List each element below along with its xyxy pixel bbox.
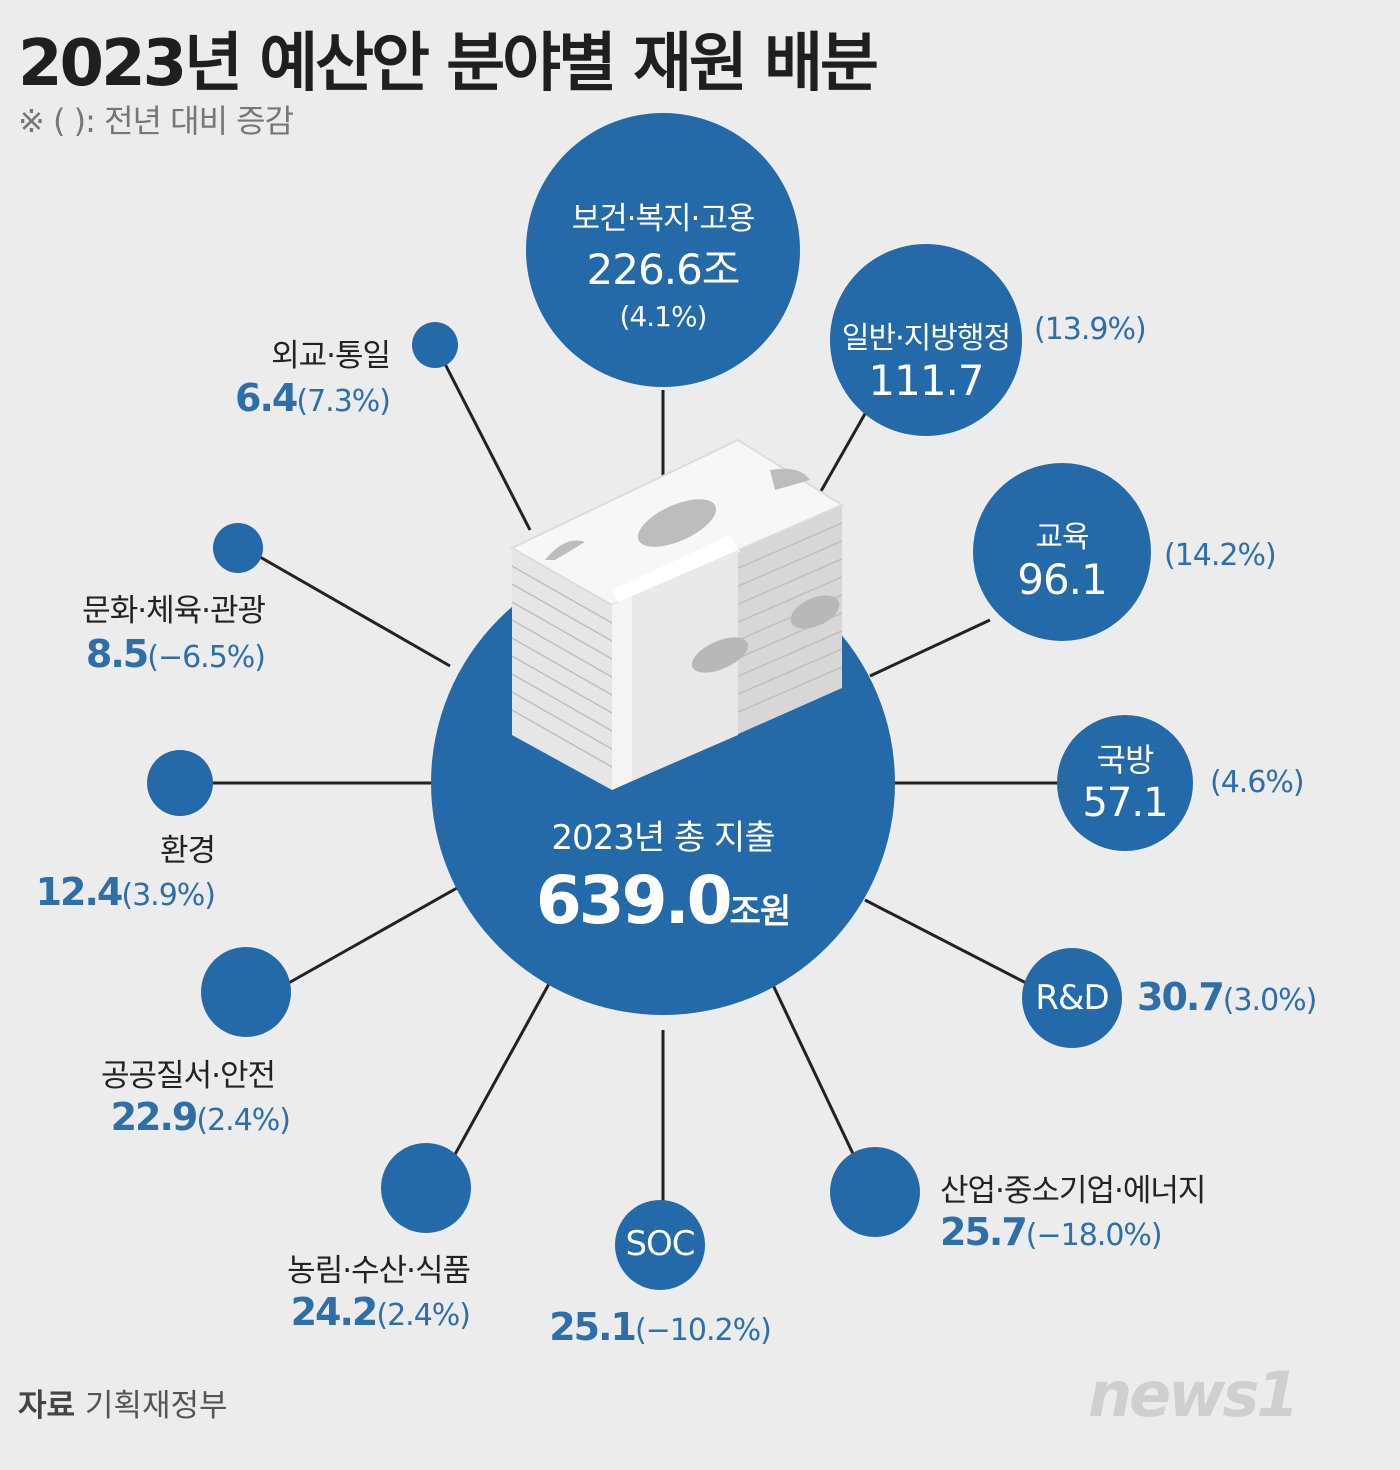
safety-value: 22.9 [110,1095,199,1139]
total-unit: 조원 [729,892,792,932]
health-value: 226.6조 [586,245,741,294]
line-education [869,618,991,678]
agri-value: 24.2 [290,1290,379,1334]
circle-education [973,463,1151,641]
soc-name: SOC [625,1224,695,1264]
page-title: 2023년 예산안 분야별 재원 배분 [18,27,879,101]
source-name: 기획재정부 [84,1388,228,1424]
defense-name: 국방 [1096,741,1155,779]
industry-name: 산업·중소기업·에너지 [940,1173,1206,1209]
circle-foreign [412,322,458,368]
education-name: 교육 [1035,520,1089,555]
safety-name: 공공질서·안전 [101,1058,276,1094]
line-agri [451,981,552,1159]
soc-value-wrap: 25.1(−10.2%) [520,1305,800,1349]
rnd-change: (3.0%) [1222,983,1318,1018]
env-value-wrap: 12.4(3.9%) [0,870,216,914]
source-credit: 자료 기획재정부 [18,1380,228,1425]
culture-change: (−6.5%) [147,640,266,675]
env-value: 12.4 [35,870,124,914]
source-label: 자료 [18,1388,76,1424]
soc-change: (−10.2%) [634,1313,772,1348]
agri-change: (2.4%) [376,1298,471,1333]
rnd-name: R&D [1035,978,1109,1018]
line-culture [259,555,451,668]
circle-industry [830,1147,920,1237]
total-value-wrap: 639.0조원 [533,862,793,939]
rnd-value-wrap: 30.7(3.0%) [1137,975,1318,1019]
industry-change: (−18.0%) [1025,1218,1163,1253]
industry-value-wrap: 25.7(−18.0%) [940,1210,1163,1254]
admin-change: (13.9%) [1034,312,1147,347]
foreign-value-wrap: 6.4(7.3%) [100,376,391,420]
admin-value: 111.7 [868,356,984,405]
foreign-name: 외교·통일 [271,338,391,374]
circle-admin [830,244,1022,436]
foreign-change: (7.3%) [296,384,391,419]
circle-health [526,113,800,387]
env-name: 환경 [159,833,216,869]
education-change: (14.2%) [1164,538,1277,573]
circle-agri [381,1143,471,1233]
total-label: 2023년 총 지출 [551,818,775,858]
education-value: 96.1 [1017,555,1108,604]
total-value: 639.0 [535,862,733,939]
line-safety [284,886,458,987]
line-rnd [864,898,1031,987]
logo-text: news1 [1088,1358,1297,1431]
circle-culture [213,523,263,573]
culture-value: 8.5 [85,632,149,676]
health-name: 보건·복지·고용 [571,201,756,237]
circle-soc [615,1200,705,1290]
foreign-value: 6.4 [235,376,298,420]
env-change: (3.9%) [121,878,216,913]
soc-value: 25.1 [549,1305,637,1349]
line-foreign [441,359,532,531]
page-subtitle: ※ ( ): 전년 대비 증감 [18,102,294,140]
connector-lines [212,359,1060,1205]
defense-change: (4.6%) [1210,765,1305,800]
circle-rnd [1022,948,1122,1048]
agri-value-wrap: 24.2(2.4%) [170,1290,471,1334]
news1-logo: news1 [1088,1358,1300,1431]
line-industry [771,984,857,1159]
culture-name: 문화·체육·관광 [82,593,266,629]
circle-safety [201,947,291,1037]
admin-name: 일반·지방행정 [841,321,1011,356]
circle-env [147,750,213,816]
culture-value-wrap: 8.5(−6.5%) [0,632,266,676]
rnd-value: 30.7 [1137,975,1225,1019]
safety-change: (2.4%) [196,1103,291,1138]
circle-defense [1057,715,1193,851]
defense-value: 57.1 [1082,780,1168,826]
industry-value: 25.7 [940,1210,1028,1254]
agri-name: 농림·수산·식품 [287,1253,471,1289]
health-change: (4.1%) [619,300,708,333]
safety-value-wrap: 22.9(2.4%) [0,1095,291,1139]
money-stack-illustration [509,438,845,790]
